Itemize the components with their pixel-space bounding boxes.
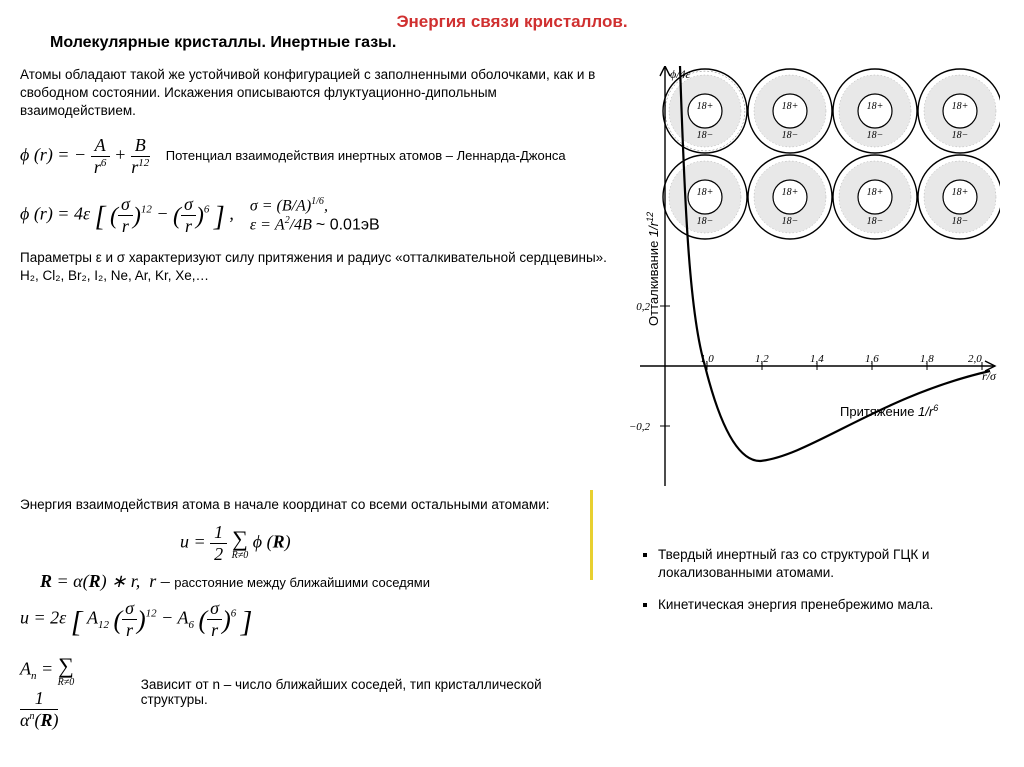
svg-text:Притяжение 1/r6: Притяжение 1/r6	[840, 403, 938, 419]
title-main: Энергия связи кристаллов.	[20, 12, 1004, 32]
svg-text:18+: 18+	[952, 187, 969, 198]
formula-u-expanded: u = 2ε [ A12 (σr)12 − A6 (σr)6 ]	[20, 598, 610, 641]
svg-text:18+: 18+	[697, 187, 714, 198]
svg-text:18−: 18−	[697, 130, 714, 141]
depends-caption: Зависит от n – число ближайших соседей, …	[141, 677, 610, 707]
svg-text:18−: 18−	[952, 130, 969, 141]
svg-text:18+: 18+	[697, 101, 714, 112]
divider-bar	[590, 490, 593, 580]
paragraph-intro: Атомы обладают такой же устойчивой конфи…	[20, 66, 610, 121]
bottom-right: Твердый инертный газ со структурой ГЦК и…	[610, 496, 1000, 737]
lj-diagram: 18+ 18− 18+ 18− 18+ 18−	[610, 66, 1000, 496]
svg-text:18−: 18−	[782, 216, 799, 227]
lj-caption: Потенциал взаимодействия инертных атомов…	[166, 148, 566, 165]
formula-phi-ab: ϕ (r) = − Ar6 + Br12	[20, 135, 150, 178]
formula-row-1: ϕ (r) = − Ar6 + Br12 Потенциал взаимодей…	[20, 129, 610, 184]
r-caption: расстояние между ближайшими соседями	[174, 575, 430, 590]
bullet-1: Твердый инертный газ со структурой ГЦК и…	[658, 546, 1000, 582]
svg-text:18+: 18+	[867, 101, 884, 112]
bullet-2: Кинетическая энергия пренебрежимо мала.	[658, 596, 1000, 614]
formula-R: R = α(R) ∗ r, r – расстояние между ближа…	[40, 571, 610, 592]
svg-text:2,0: 2,0	[968, 353, 982, 365]
bullet-list: Твердый инертный газ со структурой ГЦК и…	[618, 546, 1000, 615]
eps-tail: ~ 0.01эВ	[316, 216, 380, 233]
svg-text:18+: 18+	[782, 187, 799, 198]
svg-text:18+: 18+	[952, 101, 969, 112]
para2-prefix: Параметры ε и σ характеризуют силу притя…	[20, 250, 607, 265]
svg-text:18−: 18−	[697, 216, 714, 227]
formula-u-sum: u = 12 ∑R≠0 ϕ (R)	[180, 522, 610, 565]
svg-text:−0,2: −0,2	[629, 421, 651, 433]
para2-list: H₂, Cl₂, Br₂, I₂, Ne, Ar, Kr, Xe,…	[20, 268, 209, 283]
left-column: Атомы обладают такой же устойчивой конфи…	[20, 66, 610, 496]
svg-text:18+: 18+	[867, 187, 884, 198]
formula-An: An = ∑R≠0 1αn(R)	[20, 653, 117, 731]
svg-text:18−: 18−	[782, 130, 799, 141]
top-section: Атомы обладают такой же устойчивой конфи…	[20, 66, 1004, 496]
svg-text:18+: 18+	[782, 101, 799, 112]
title-sub: Молекулярные кристаллы. Инертные газы.	[50, 34, 1004, 52]
bottom-left: Энергия взаимодействия атома в начале ко…	[20, 496, 610, 737]
formula-phi-eps: ϕ (r) = 4ε [ (σr)12 − (σr)6 ] ,	[20, 194, 234, 237]
paragraph-energy: Энергия взаимодействия атома в начале ко…	[20, 496, 610, 514]
paragraph-params: Параметры ε и σ характеризуют силу притя…	[20, 249, 610, 285]
right-column: 18+ 18− 18+ 18− 18+ 18−	[610, 66, 1000, 496]
bottom-section: Энергия взаимодействия атома в начале ко…	[20, 496, 1004, 737]
formula-An-row: An = ∑R≠0 1αn(R) Зависит от n – число бл…	[20, 647, 610, 737]
formula-sigma-eps: σ = (B/A)1/6, ε = A2/4B ~ 0.01эВ	[250, 196, 380, 235]
formula-row-2: ϕ (r) = 4ε [ (σr)12 − (σr)6 ] , σ = (B/A…	[20, 188, 610, 243]
svg-text:18−: 18−	[867, 216, 884, 227]
svg-text:Отталкивание 1/r12: Отталкивание 1/r12	[645, 212, 661, 326]
svg-text:18−: 18−	[867, 130, 884, 141]
svg-text:18−: 18−	[952, 216, 969, 227]
